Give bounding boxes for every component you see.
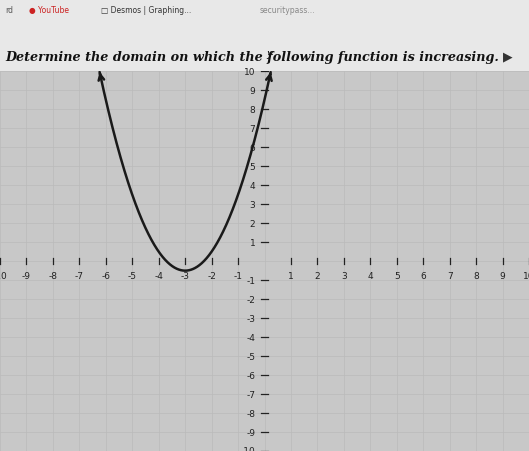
- Text: -8: -8: [246, 409, 256, 418]
- Text: 5: 5: [394, 271, 399, 280]
- Text: 2: 2: [315, 271, 320, 280]
- Text: -7: -7: [75, 271, 84, 280]
- Text: -10: -10: [0, 271, 7, 280]
- Text: -5: -5: [246, 352, 256, 361]
- Text: 3: 3: [250, 200, 256, 209]
- Text: 2: 2: [250, 219, 256, 228]
- Text: □ Desmos | Graphing...: □ Desmos | Graphing...: [101, 6, 191, 15]
- Text: -4: -4: [154, 271, 163, 280]
- Text: -7: -7: [246, 390, 256, 399]
- Text: 10: 10: [523, 271, 529, 280]
- Text: 7: 7: [250, 124, 256, 133]
- Text: 9: 9: [500, 271, 505, 280]
- Text: 8: 8: [473, 271, 479, 280]
- Text: 7: 7: [447, 271, 452, 280]
- Text: 1: 1: [250, 238, 256, 247]
- Text: -9: -9: [246, 428, 256, 437]
- Text: -8: -8: [48, 271, 58, 280]
- Text: 6: 6: [421, 271, 426, 280]
- Text: 3: 3: [341, 271, 346, 280]
- Text: 9: 9: [250, 87, 256, 96]
- Text: Determine the domain on which the following function is increasing.: Determine the domain on which the follow…: [5, 51, 499, 64]
- Text: -2: -2: [247, 295, 256, 304]
- Text: rd: rd: [5, 6, 13, 15]
- Text: -4: -4: [247, 333, 256, 342]
- Text: 1: 1: [288, 271, 294, 280]
- Text: -6: -6: [101, 271, 111, 280]
- Text: 6: 6: [250, 143, 256, 152]
- Text: -1: -1: [233, 271, 243, 280]
- Text: -3: -3: [246, 314, 256, 323]
- Text: ▶: ▶: [503, 51, 513, 64]
- Text: -9: -9: [22, 271, 31, 280]
- Text: 4: 4: [368, 271, 373, 280]
- Text: -3: -3: [180, 271, 190, 280]
- Text: 4: 4: [250, 181, 256, 190]
- Text: 10: 10: [244, 68, 256, 77]
- Text: -10: -10: [241, 446, 256, 451]
- Text: y: y: [267, 49, 273, 59]
- Text: -1: -1: [246, 276, 256, 285]
- Text: -5: -5: [127, 271, 137, 280]
- Text: -6: -6: [246, 371, 256, 380]
- Text: securitypass...: securitypass...: [259, 6, 315, 15]
- Text: ● YouTube: ● YouTube: [29, 6, 69, 15]
- Text: -2: -2: [207, 271, 216, 280]
- Text: 5: 5: [250, 162, 256, 171]
- Text: 8: 8: [250, 106, 256, 115]
